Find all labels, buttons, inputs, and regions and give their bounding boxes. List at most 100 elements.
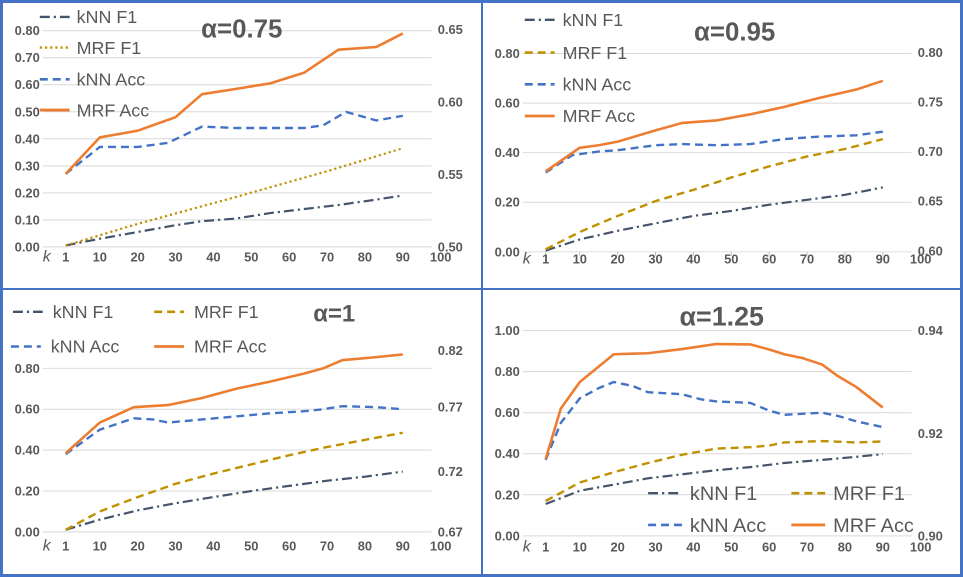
- right-axis-tick-label: 0.80: [917, 45, 942, 60]
- legend-label-mrf-acc: MRF Acc: [194, 336, 267, 356]
- left-axis-tick-label: 0.60: [15, 77, 40, 92]
- x-axis-tick-label: 100: [909, 539, 931, 554]
- chart-title: α=0.95: [694, 19, 775, 47]
- x-axis-tick-label: 60: [761, 252, 775, 267]
- chart-title: α=1: [313, 300, 355, 327]
- legend-label-knn-acc: kNN Acc: [689, 514, 765, 536]
- right-axis-tick-label: 0.92: [917, 426, 942, 441]
- chart-panel-alpha-0-95: 0.80 0.60 0.40 0.20 0.00 0.80 0.75 0.70 0.65 0.60…: [481, 2, 961, 289]
- x-axis-title: k: [43, 249, 52, 266]
- x-axis-tick-label: 1: [542, 539, 549, 554]
- x-axis-tick-label: 80: [837, 252, 851, 267]
- right-axis-tick-label: 0.60: [438, 95, 463, 110]
- x-axis-tick-label: 10: [572, 539, 586, 554]
- x-axis-tick-label: 70: [320, 250, 334, 265]
- left-axis-tick-label: 0.00: [494, 244, 519, 259]
- series-line-mrf-f1: [65, 147, 404, 247]
- series-line-mrf-acc: [64, 352, 403, 454]
- series-line-knn-acc: [64, 404, 403, 455]
- x-axis-tick-label: 60: [282, 250, 296, 265]
- series-line-knn-f1: [65, 194, 403, 247]
- left-axis-tick-label: 0.20: [494, 195, 519, 210]
- left-axis-tick-label: 0.80: [15, 23, 40, 38]
- left-axis-tick-label: 0.40: [494, 446, 519, 461]
- x-axis-tick-label: 30: [648, 252, 662, 267]
- series-line-mrf-acc: [64, 32, 404, 175]
- series-line-mrf-f1: [544, 439, 883, 502]
- x-axis-tick-label: 100: [430, 250, 452, 265]
- line-chart-alpha-1: 0.80 0.60 0.40 0.20 0.00 0.82 0.77 0.72 0.67 1 10 2…: [10, 300, 463, 554]
- x-axis-tick-label: 10: [572, 252, 586, 267]
- x-axis-tick-label: 50: [724, 252, 738, 267]
- legend-label-knn-acc: kNN Acc: [562, 75, 631, 95]
- left-axis-tick-label: 0.80: [15, 360, 40, 375]
- left-axis-tick-label: 0.30: [15, 158, 40, 173]
- left-axis-tick-label: 0.10: [15, 212, 40, 227]
- chart-panel-alpha-1-25: 1.00 0.80 0.60 0.40 0.20 0.00 0.94 0.92 0.90 1 10 2…: [481, 288, 961, 575]
- legend-label-knn-f1: kNN F1: [689, 483, 756, 505]
- line-chart-alpha-1-25: 1.00 0.80 0.60 0.40 0.20 0.00 0.94 0.92 0.90 1 10 2…: [494, 301, 943, 555]
- left-axis-tick-label: 0.00: [15, 239, 40, 254]
- legend-label-knn-acc: kNN Acc: [51, 336, 120, 356]
- x-axis-tick-label: 1: [542, 252, 549, 267]
- left-axis-tick-label: 0.60: [494, 96, 519, 111]
- right-axis-tick-label: 0.70: [917, 144, 942, 159]
- x-axis-tick-label: 20: [610, 539, 624, 554]
- right-axis-tick-label: 0.90: [917, 528, 942, 543]
- left-axis-tick-label: 0.40: [15, 131, 40, 146]
- x-axis-tick-label: 20: [130, 538, 144, 553]
- x-axis-title: k: [522, 251, 531, 268]
- x-axis-tick-label: 50: [244, 250, 258, 265]
- chart-title: α=0.75: [201, 16, 282, 44]
- x-axis-tick-label: 90: [875, 252, 889, 267]
- right-axis-tick-label: 0.72: [438, 463, 463, 478]
- x-axis-tick-label: 1: [62, 538, 69, 553]
- left-axis-tick-label: 0.40: [494, 145, 519, 160]
- x-axis-tick-label: 60: [282, 538, 296, 553]
- x-axis-tick-label: 70: [799, 252, 813, 267]
- x-axis-tick-label: 40: [686, 252, 700, 267]
- left-axis-tick-label: 1.00: [494, 323, 519, 338]
- x-axis-tick-label: 20: [130, 250, 144, 265]
- right-axis-tick-label: 0.50: [438, 239, 463, 254]
- right-axis-tick-label: 0.77: [438, 399, 463, 414]
- x-axis-tick-label: 30: [648, 539, 662, 554]
- series-line-mrf-f1: [544, 137, 883, 251]
- left-axis-tick-label: 0.00: [15, 524, 40, 539]
- legend-label-mrf-f1: MRF F1: [833, 483, 905, 505]
- x-axis-tick-label: 100: [430, 538, 452, 553]
- right-axis-tick-label: 0.65: [917, 194, 942, 209]
- x-axis-tick-label: 30: [168, 250, 182, 265]
- x-axis-tick-label: 40: [686, 539, 700, 554]
- x-axis-tick-label: 60: [761, 539, 775, 554]
- legend-label-mrf-f1: MRF F1: [194, 302, 259, 322]
- x-axis-tick-label: 70: [320, 538, 334, 553]
- left-axis-tick-label: 0.80: [494, 46, 519, 61]
- x-axis-tick-label: 80: [837, 539, 851, 554]
- legend-label-knn-f1: kNN F1: [562, 10, 623, 30]
- x-axis-tick-label: 70: [799, 539, 813, 554]
- legend-label-mrf-acc: MRF Acc: [562, 106, 635, 126]
- x-axis-tick-label: 20: [610, 252, 624, 267]
- x-axis-tick-label: 1: [62, 250, 69, 265]
- legend-label-knn-f1: kNN F1: [77, 7, 138, 27]
- line-chart-alpha-0-95: 0.80 0.60 0.40 0.20 0.00 0.80 0.75 0.70 0.65 0.60…: [494, 10, 942, 268]
- series-line-mrf-acc: [544, 79, 883, 173]
- x-axis-tick-label: 10: [93, 250, 107, 265]
- right-axis-tick-label: 0.55: [438, 167, 463, 182]
- series-line-knn-f1: [544, 186, 883, 252]
- left-axis-tick-label: 0.40: [15, 442, 40, 457]
- x-axis-title: k: [43, 537, 52, 554]
- left-axis-tick-label: 0.20: [15, 185, 40, 200]
- right-axis-tick-label: 0.82: [438, 342, 463, 357]
- chart-title: α=1.25: [679, 301, 764, 331]
- left-axis-tick-label: 0.60: [15, 401, 40, 416]
- legend-label-knn-f1: kNN F1: [53, 302, 114, 322]
- right-axis-tick-label: 0.75: [917, 95, 942, 110]
- legend-label-mrf-acc: MRF Acc: [77, 100, 150, 120]
- x-axis-tick-label: 80: [358, 250, 372, 265]
- x-axis-tick-label: 50: [244, 538, 258, 553]
- series-line-knn-f1: [65, 470, 403, 531]
- legend-label-knn-acc: kNN Acc: [77, 70, 146, 90]
